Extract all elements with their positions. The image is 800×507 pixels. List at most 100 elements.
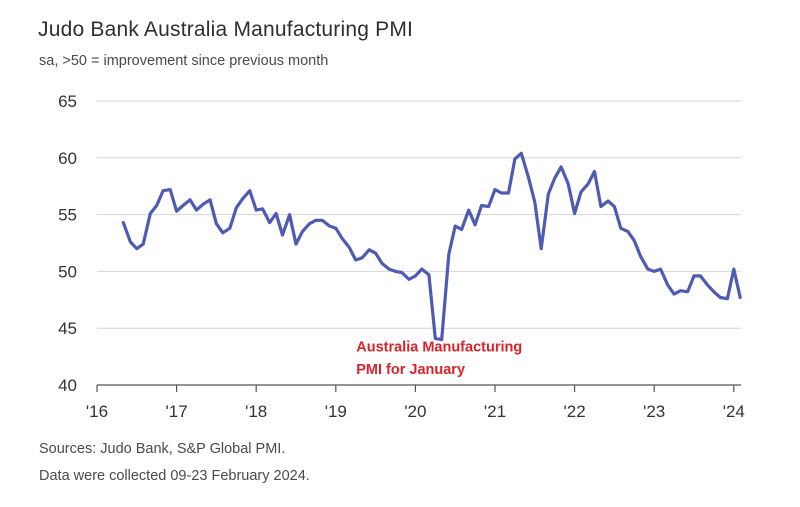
data-point <box>361 256 364 259</box>
data-point <box>321 219 324 222</box>
y-tick-label-45: 45 <box>58 319 77 338</box>
x-tick-label-2016: '16 <box>86 402 108 421</box>
data-point <box>593 170 596 173</box>
data-point <box>719 296 722 299</box>
data-point <box>281 234 284 237</box>
data-point <box>301 230 304 233</box>
data-point <box>686 290 689 293</box>
data-point <box>420 268 423 271</box>
data-point <box>699 274 702 277</box>
source-note: Sources: Judo Bank, S&P Global PMI. <box>39 441 286 457</box>
data-point <box>659 268 662 271</box>
data-point <box>613 205 616 208</box>
data-point <box>607 200 610 203</box>
data-point <box>427 273 430 276</box>
data-point <box>169 188 172 191</box>
data-point <box>573 212 576 215</box>
data-point <box>235 206 238 209</box>
data-point <box>560 165 563 168</box>
pmi-line-chart: 40 45 50 55 60 65 '16 '17 '18 '19 '20 '21 '22 '23 '24… <box>58 92 745 421</box>
data-point <box>513 157 516 160</box>
data-point <box>547 193 550 196</box>
data-point <box>221 231 224 234</box>
annotations: Australia Manufacturing PMI for January <box>356 339 522 378</box>
data-point <box>520 152 523 155</box>
y-tick-label-55: 55 <box>58 206 77 225</box>
data-point <box>241 197 244 200</box>
data-point <box>248 189 251 192</box>
data-point <box>626 230 629 233</box>
data-point <box>533 201 536 204</box>
annotation-text-1: Australia Manufacturing <box>356 339 522 355</box>
data-point <box>553 177 556 180</box>
data-point <box>732 268 735 271</box>
data-point <box>673 293 676 296</box>
data-point <box>135 247 138 250</box>
x-tick-label-2020: '20 <box>404 402 426 421</box>
data-point <box>666 284 669 287</box>
data-point <box>149 212 152 215</box>
data-point <box>341 237 344 240</box>
chart-subtitle: sa, >50 = improvement since previous mon… <box>39 53 329 69</box>
data-point <box>487 205 490 208</box>
y-axis-ticks: 40 45 50 55 60 65 <box>58 92 77 395</box>
data-point <box>653 270 656 273</box>
data-point <box>268 221 271 224</box>
data-point <box>447 253 450 256</box>
data-point <box>275 212 278 215</box>
grid-lines <box>97 100 741 329</box>
data-point <box>162 189 165 192</box>
x-axis-ticks: '16 '17 '18 '19 '20 '21 '22 '23 '24 <box>86 385 745 421</box>
data-point <box>500 192 503 195</box>
x-tick-label-2018: '18 <box>245 402 267 421</box>
data-point <box>381 262 384 265</box>
data-point <box>129 240 132 243</box>
data-point <box>507 192 510 195</box>
data-point <box>739 296 742 299</box>
data-point <box>354 259 357 262</box>
data-point <box>726 297 729 300</box>
data-point <box>142 243 145 246</box>
x-tick-label-2023: '23 <box>643 402 665 421</box>
data-point <box>201 203 204 206</box>
data-point <box>368 248 371 251</box>
data-point <box>527 176 530 179</box>
data-point <box>175 210 178 213</box>
data-point <box>228 227 231 230</box>
data-point <box>408 278 411 281</box>
data-point <box>261 207 264 210</box>
data-point <box>494 188 497 191</box>
data-point <box>454 225 457 228</box>
data-point <box>295 243 298 246</box>
data-point <box>255 209 258 212</box>
chart-title: Judo Bank Australia Manufacturing PMI <box>38 18 414 41</box>
data-point <box>182 204 185 207</box>
data-point <box>328 225 331 228</box>
x-tick-label-2019: '19 <box>325 402 347 421</box>
x-tick-label-2024: '24 <box>723 402 745 421</box>
data-point <box>580 190 583 193</box>
data-point <box>480 204 483 207</box>
data-point <box>587 182 590 185</box>
y-tick-label-60: 60 <box>58 149 77 168</box>
data-point <box>400 271 403 274</box>
data-point <box>474 223 477 226</box>
data-point <box>155 204 158 207</box>
data-point <box>567 182 570 185</box>
data-point <box>334 227 337 230</box>
data-point <box>712 290 715 293</box>
y-tick-label-40: 40 <box>58 376 77 395</box>
series-line-pmi <box>121 151 742 342</box>
data-point <box>314 219 317 222</box>
annotation-text-2: PMI for January <box>356 362 465 378</box>
y-tick-label-50: 50 <box>58 262 77 281</box>
data-point <box>348 246 351 249</box>
data-point <box>633 239 636 242</box>
collection-note: Data were collected 09-23 February 2024. <box>39 468 310 484</box>
data-point <box>209 198 212 201</box>
data-point <box>646 268 649 271</box>
x-tick-label-2022: '22 <box>564 402 586 421</box>
data-point <box>195 209 198 212</box>
data-point <box>288 213 291 216</box>
data-point <box>619 227 622 230</box>
